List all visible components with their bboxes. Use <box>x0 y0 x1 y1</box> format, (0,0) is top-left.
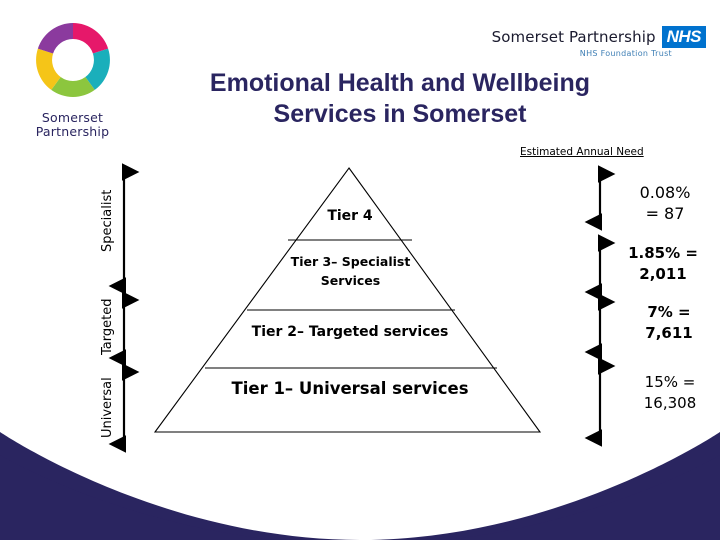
nhs-trust-lockup: Somerset Partnership NHS NHS Foundation … <box>492 26 706 58</box>
donut-logo-icon <box>35 23 110 97</box>
estimated-annual-need-header: Estimated Annual Need <box>520 146 644 158</box>
band-label-universal: Universal <box>100 377 115 438</box>
need-value-tier-1: 15% = 16,308 <box>643 373 697 412</box>
nhs-foundation-trust-subtitle: NHS Foundation Trust <box>579 49 672 58</box>
somerset-partnership-logo: Somerset Partnership <box>20 18 125 139</box>
tier-label-tier-1: Tier 1– Universal services <box>231 379 469 398</box>
need-value-tier-2: 7% = 7,611 <box>645 303 693 342</box>
nhs-trust-name: Somerset Partnership <box>491 28 656 46</box>
need-value-tier-3: 1.85% = 2,011 <box>628 244 698 283</box>
tier-label-tier-3: Tier 3– Specialist Services <box>290 254 411 288</box>
band-label-targeted: Targeted <box>100 298 115 355</box>
logo-text-line2: Partnership <box>35 124 110 139</box>
page-title: Emotional Health and Wellbeing Services … <box>209 69 591 128</box>
tier-label-tier-2: Tier 2– Targeted services <box>251 324 449 340</box>
need-value-tier-4: 0.08% = 87 <box>639 183 691 223</box>
tier-label-tier-4: Tier 4 <box>327 208 373 224</box>
pyramid-outline <box>153 167 542 433</box>
logo-text-line1: Somerset <box>41 110 104 125</box>
band-label-specialist: Specialist <box>100 189 115 252</box>
nhs-logo-icon: NHS <box>661 26 706 48</box>
